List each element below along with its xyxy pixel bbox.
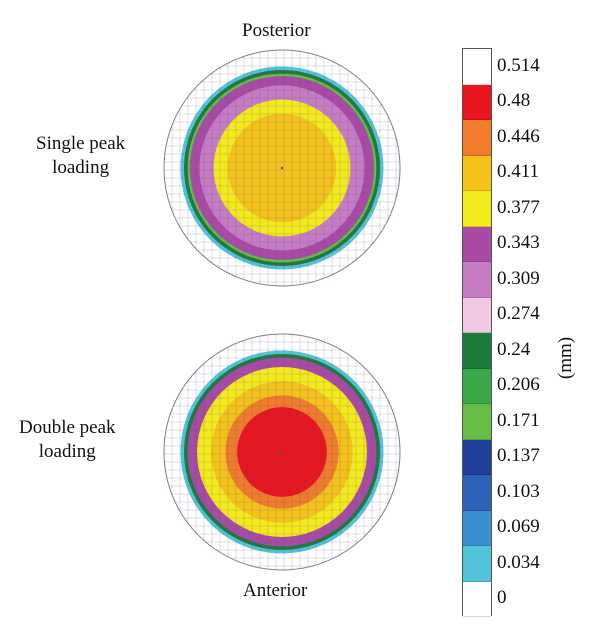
center-point [280,166,284,170]
double-peak-label-line1: Double peak [19,417,116,438]
color-scale-tick-label: 0.514 [497,54,540,76]
color-scale-tick-label: 0.411 [497,161,540,183]
single-peak-label: Single peak loading [36,132,125,180]
color-scale-segment [463,439,491,475]
color-scale-tick-label: 0.137 [497,445,540,467]
color-scale-tick-label: 0.069 [497,516,540,538]
color-scale-tick-label: 0.343 [497,232,540,254]
color-scale-tick-label: 0.48 [497,90,531,112]
anterior-label: Anterior [243,580,308,601]
color-scale-segment [463,333,491,369]
color-scale-tick-label: 0.034 [497,551,540,573]
color-scale-segment [463,155,491,191]
center-point [280,450,284,454]
color-scale-segment [463,49,491,85]
single-peak-contour-disc [163,49,401,287]
double-peak-label-line2: loading [38,441,96,462]
disc-outline [163,333,401,571]
color-scale-segment [463,581,491,617]
single-peak-label-line1: Single peak [36,133,126,154]
color-scale-segment [463,546,491,582]
color-scale-segment [463,226,491,262]
color-scale-segment [463,84,491,120]
color-scale-segment [463,191,491,227]
color-scale-tick-label: 0.24 [497,338,531,360]
color-scale-segment [463,368,491,404]
color-scale-bar [462,48,492,617]
single-peak-label-line2: loading [52,157,110,178]
color-scale-segment [463,262,491,298]
color-scale-tick-label: 0.206 [497,374,540,396]
color-scale-tick-label: 0.377 [497,196,540,218]
color-scale-tick-label: 0 [497,587,507,609]
color-scale-tick-label: 0.103 [497,480,540,502]
posterior-label: Posterior [242,20,311,41]
unit-label: (mm) [555,336,576,380]
color-scale-tick-label: 0.274 [497,303,540,325]
color-scale-segment [463,475,491,511]
color-scale-segment [463,404,491,440]
color-scale-segment [463,510,491,546]
color-scale-segment [463,120,491,156]
color-scale-tick-label: 0.446 [497,125,540,147]
color-scale-tick-label: 0.171 [497,409,540,431]
disc-outline [163,49,401,287]
double-peak-contour-disc [163,333,401,571]
double-peak-label: Double peak loading [19,416,116,464]
color-scale-tick-label: 0.309 [497,267,540,289]
color-scale-segment [463,297,491,333]
